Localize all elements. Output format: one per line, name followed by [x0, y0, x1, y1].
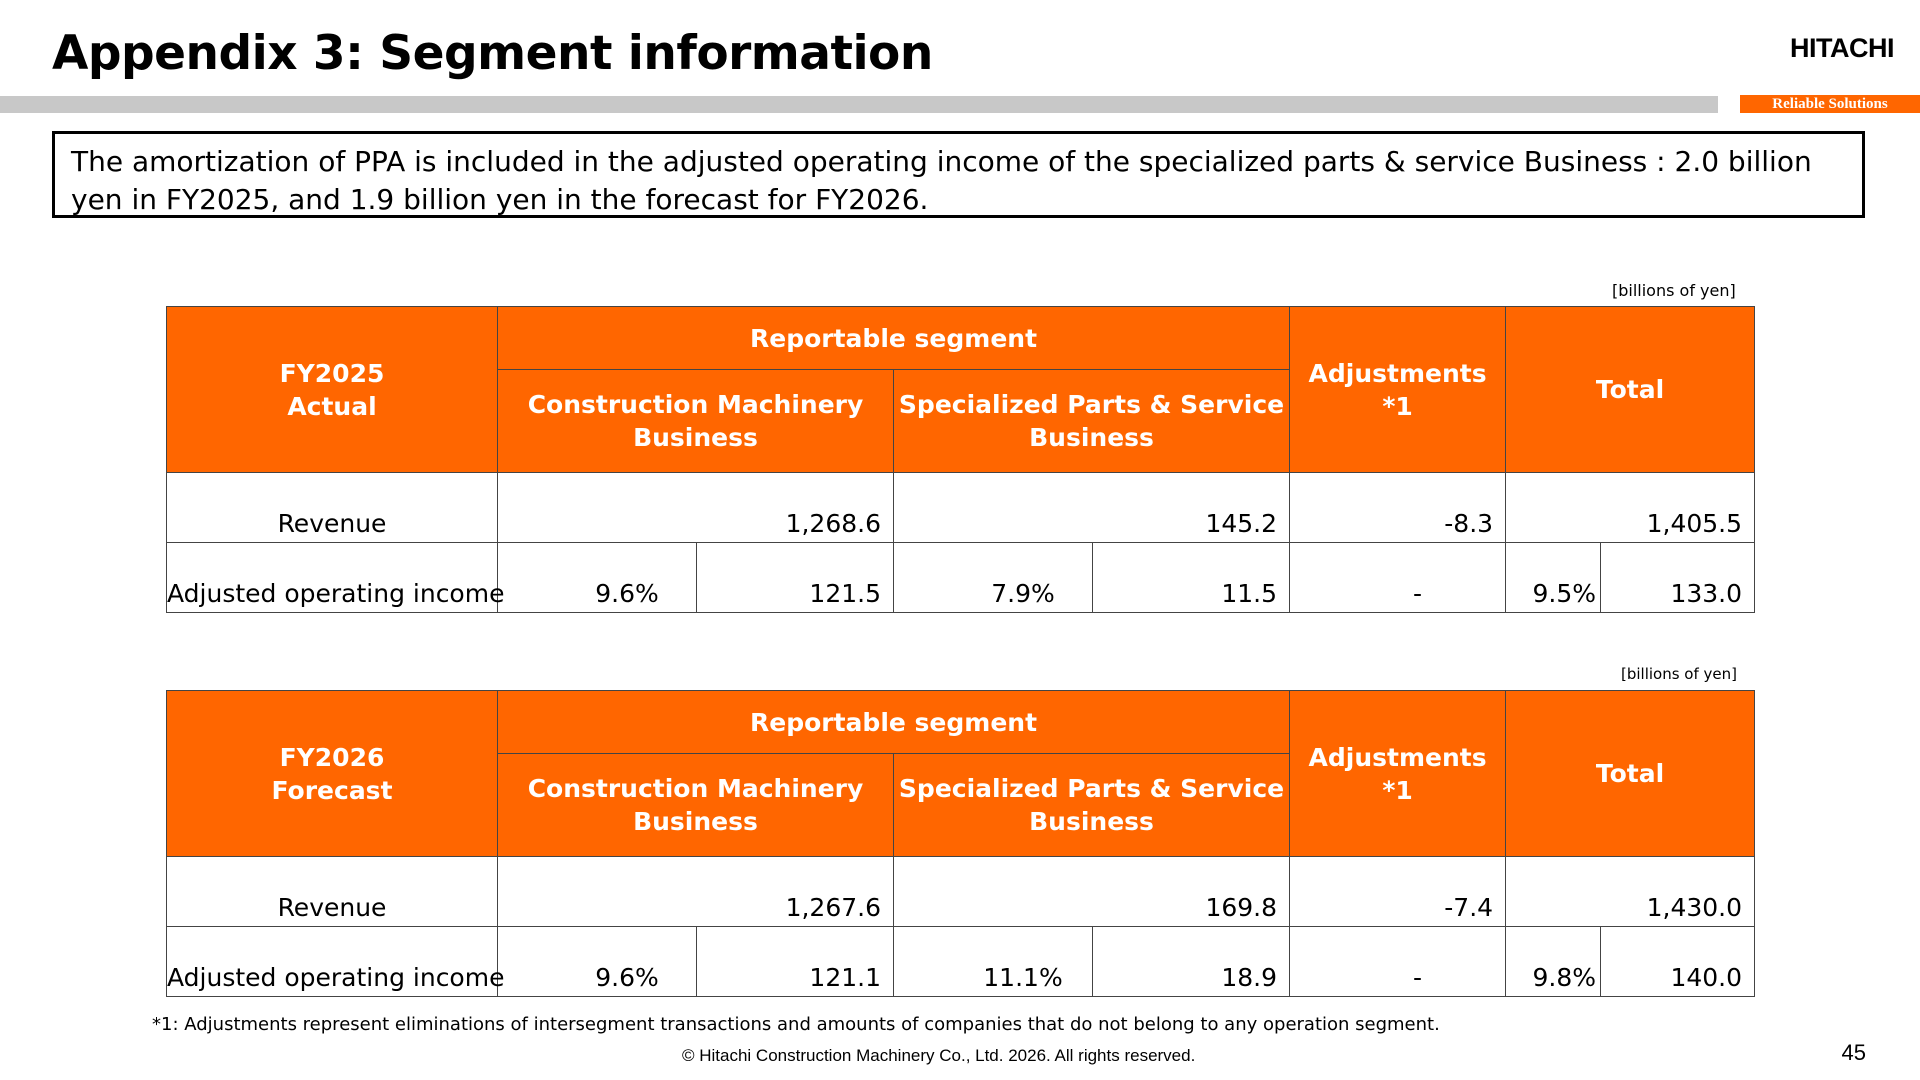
cm-income: 121.5: [696, 542, 894, 613]
cm-income-margin: 9.6%: [497, 926, 697, 997]
adj-income: -: [1289, 542, 1507, 613]
adjustments-header: Adjustments *1: [1289, 306, 1507, 473]
header-divider: [0, 96, 1718, 113]
total-income: 140.0: [1600, 926, 1756, 997]
segment-table-fy2026: FY2026 Forecast Reportable segment Adjust…: [166, 690, 1756, 997]
adj-revenue: -8.3: [1289, 472, 1507, 543]
total-header: Total: [1505, 306, 1756, 473]
cm-revenue: 1,267.6: [497, 856, 894, 927]
row-label-revenue: Revenue: [166, 856, 498, 927]
adj-revenue: -7.4: [1289, 856, 1507, 927]
adj-income: -: [1289, 926, 1507, 997]
hitachi-logo: HITACHI: [1790, 33, 1895, 63]
cm-income: 121.1: [696, 926, 894, 997]
table-row: Adjusted operating income 9.6% 121.1 11.…: [166, 926, 1756, 997]
construction-machinery-header: Construction Machinery Business: [497, 753, 894, 857]
period-header: FY2026 Forecast: [166, 690, 498, 857]
sp-revenue: 145.2: [892, 472, 1291, 543]
table-row: Revenue 1,268.6 145.2 -8.3 1,405.5: [166, 472, 1756, 543]
construction-machinery-header: Construction Machinery Business: [497, 369, 894, 473]
cm-income-margin: 9.6%: [497, 542, 697, 613]
ppa-note-box: The amortization of PPA is included in t…: [52, 131, 1865, 218]
total-income-margin: 9.8%: [1505, 926, 1602, 997]
row-label-income: Adjusted operating income: [166, 926, 504, 997]
page-number: 45: [1841, 1040, 1866, 1065]
adjustments-footnote: *1: Adjustments represent eliminations o…: [152, 1014, 1440, 1035]
unit-label-1: [billions of yen]: [1612, 281, 1736, 300]
row-label-revenue: Revenue: [166, 472, 498, 543]
sp-income: 11.5: [1091, 542, 1291, 613]
total-income: 133.0: [1600, 542, 1756, 613]
sp-income: 18.9: [1091, 926, 1291, 997]
row-label-income: Adjusted operating income: [166, 542, 504, 613]
reportable-segment-header: Reportable segment: [496, 690, 1291, 754]
sp-income-margin: 7.9%: [893, 542, 1093, 613]
page-title: Appendix 3: Segment information: [52, 26, 933, 81]
sp-income-margin: 11.1%: [893, 926, 1093, 997]
copyright-notice: © Hitachi Construction Machinery Co., Lt…: [682, 1046, 1196, 1065]
total-income-margin: 9.5%: [1505, 542, 1602, 613]
unit-label-2: [billions of yen]: [1621, 665, 1738, 683]
total-revenue: 1,405.5: [1505, 472, 1756, 543]
total-revenue: 1,430.0: [1505, 856, 1756, 927]
cm-revenue: 1,268.6: [497, 472, 894, 543]
specialized-parts-header: Specialized Parts & Service Business: [892, 369, 1291, 473]
segment-table-fy2025: FY2025 Actual Reportable segment Adjustme…: [166, 306, 1756, 613]
adjustments-header: Adjustments *1: [1289, 690, 1507, 857]
reportable-segment-header: Reportable segment: [496, 306, 1291, 370]
total-header: Total: [1505, 690, 1756, 857]
specialized-parts-header: Specialized Parts & Service Business: [892, 753, 1291, 857]
period-header: FY2025 Actual: [166, 306, 498, 473]
sp-revenue: 169.8: [892, 856, 1291, 927]
table-row: Adjusted operating income 9.6% 121.5 7.9…: [166, 542, 1756, 613]
tagline-badge: Reliable Solutions: [1740, 95, 1920, 113]
table-row: Revenue 1,267.6 169.8 -7.4 1,430.0: [166, 856, 1756, 927]
